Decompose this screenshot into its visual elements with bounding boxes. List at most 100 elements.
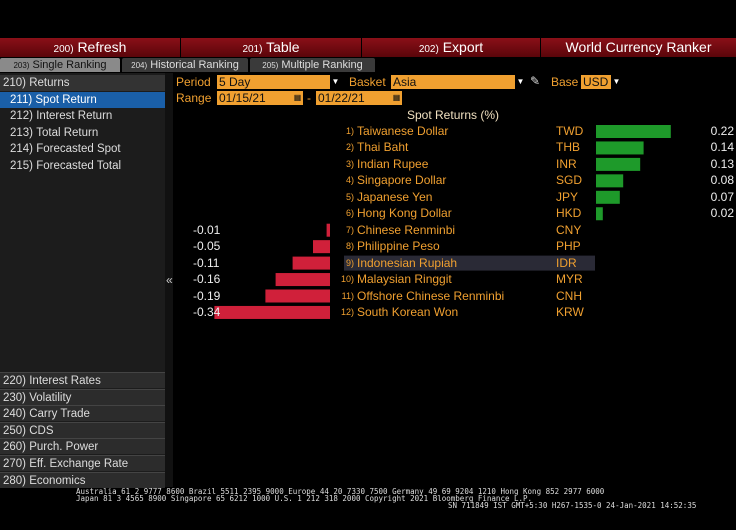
currency-name[interactable]: Indonesian Rupiah: [357, 255, 458, 270]
menu-item[interactable]: 215) Forecasted Total: [0, 158, 165, 174]
menu-number: 270): [3, 458, 27, 470]
range-end[interactable]: 01/22/21 ▦: [316, 91, 402, 105]
menu-item[interactable]: 260) Purch. Power: [0, 438, 165, 455]
menu-number: 210): [3, 77, 27, 89]
currency-code: MYR: [556, 272, 583, 287]
bar: [596, 141, 644, 155]
menu-label: Eff. Exchange Rate: [29, 458, 129, 470]
menu-label: Total Return: [36, 126, 99, 139]
currency-name[interactable]: Chinese Renminbi: [357, 222, 456, 237]
value-label: -0.05: [193, 239, 221, 254]
menu-item[interactable]: 212) Interest Return: [0, 108, 165, 124]
currency-name[interactable]: Offshore Chinese Renminbi: [357, 288, 505, 303]
rank: 1): [345, 126, 354, 136]
menu-label: Forecasted Spot: [36, 143, 121, 155]
currency-code: JPY: [556, 189, 579, 204]
tab-label: Single Ranking: [32, 59, 107, 71]
basket-select[interactable]: Asia ▼: [391, 75, 526, 89]
menu-item[interactable]: 210) Returns: [0, 75, 165, 91]
bar: [596, 157, 641, 171]
tab[interactable]: 205) Multiple Ranking: [250, 58, 375, 72]
menu-label: CDS: [29, 424, 54, 437]
currency-name[interactable]: Thai Baht: [357, 140, 409, 155]
currency-code: TWD: [556, 124, 584, 138]
bar: [214, 305, 330, 319]
currency-code: PHP: [556, 239, 581, 254]
menu-item[interactable]: 220) Interest Rates: [0, 372, 165, 388]
menu-label: Economics: [29, 474, 86, 487]
currency-code: CNY: [556, 222, 582, 237]
base-value: USD: [583, 75, 609, 89]
menu-item[interactable]: 230) Volatility: [0, 388, 165, 405]
menu-label: Volatility: [29, 391, 72, 404]
currency-name[interactable]: Singapore Dollar: [357, 173, 447, 188]
calendar-icon: ▦: [391, 91, 402, 105]
rank: 5): [345, 191, 354, 202]
dropdown-arrow: ▼: [515, 75, 526, 89]
rank: 10): [340, 274, 354, 285]
menu-number: 250): [3, 424, 27, 437]
menu-label: Interest Rates: [29, 375, 101, 387]
currency-code: HKD: [556, 206, 582, 221]
period-select[interactable]: 5 Day ▼: [217, 75, 341, 89]
menu-number: 215): [10, 159, 34, 172]
basket-value: Asia: [393, 75, 417, 89]
currency-code: CNH: [556, 288, 582, 303]
value-label: 0.08: [710, 173, 734, 188]
menu-label: Forecasted Total: [36, 159, 122, 172]
range-label: Range: [176, 91, 212, 105]
menu-item[interactable]: 250) CDS: [0, 421, 165, 438]
toolbar-button[interactable]: 200) Refresh: [0, 38, 180, 57]
currency-name[interactable]: Indian Rupee: [357, 156, 429, 171]
button-number: 202): [418, 44, 439, 55]
button-label: Table: [266, 39, 300, 55]
tab-label: Historical Ranking: [150, 59, 239, 71]
menu-item[interactable]: 213) Total Return: [0, 125, 165, 141]
currency-name[interactable]: Philippine Peso: [357, 239, 440, 254]
value-label: 0.13: [710, 156, 734, 171]
bar: [596, 207, 603, 221]
bar: [596, 190, 620, 204]
menu-item[interactable]: 240) Carry Trade: [0, 405, 165, 422]
currency-name[interactable]: South Korean Won: [357, 304, 459, 319]
currency-code: THB: [556, 140, 580, 155]
bar: [596, 174, 624, 188]
toolbar-button[interactable]: 201) Table: [181, 38, 361, 57]
rank: 11): [341, 290, 354, 301]
rank: 12): [340, 306, 354, 317]
menu-item[interactable]: 270) Eff. Exchange Rate: [0, 455, 165, 471]
value-label: -0.01: [193, 222, 221, 237]
side-menu: 210) Returns 211) Spot Return 212) Interes…: [0, 73, 165, 488]
base-label: Base: [551, 75, 579, 89]
app-title: World Currency Ranker: [541, 38, 736, 57]
range-separator: -: [307, 91, 311, 105]
value-label: 0.07: [710, 189, 734, 204]
footer-line: Australia 61 2 9777 8600 Brazil 5511 239…: [76, 487, 605, 496]
tab[interactable]: 203) Single Ranking: [0, 58, 120, 72]
value-label: -0.16: [193, 272, 221, 287]
currency-name[interactable]: Taiwanese Dollar: [357, 124, 449, 138]
edit-icon[interactable]: ✎: [530, 74, 541, 88]
menu-label: Spot Return: [35, 93, 97, 106]
currency-name[interactable]: Japanese Yen: [357, 189, 433, 204]
rank: 2): [345, 142, 354, 153]
footer-line: SN 711849 IST GMT+5:30 H267-1535-0 24-Ja…: [448, 501, 697, 510]
menu-item[interactable]: 214) Forecasted Spot: [0, 141, 165, 157]
currency-name[interactable]: Hong Kong Dollar: [357, 206, 452, 221]
base-select[interactable]: USD ▼: [581, 75, 622, 89]
period-value: 5 Day: [219, 75, 251, 89]
range-start[interactable]: 01/15/21 ▦: [217, 91, 303, 105]
menu-item[interactable]: 211) Spot Return: [0, 91, 165, 108]
period-label: Period: [176, 75, 211, 89]
value-label: -0.19: [193, 288, 221, 303]
tab[interactable]: 204) Historical Ranking: [122, 58, 248, 72]
menu-item[interactable]: 280) Economics: [0, 471, 165, 488]
collapse-button[interactable]: «: [166, 273, 173, 287]
menu-label: Interest Return: [36, 110, 113, 122]
tab-number: 203): [13, 61, 30, 70]
currency-code: KRW: [556, 304, 584, 319]
toolbar-button[interactable]: 202) Export: [362, 38, 540, 57]
currency-name[interactable]: Malaysian Ringgit: [357, 272, 452, 287]
rank: 4): [345, 175, 354, 186]
